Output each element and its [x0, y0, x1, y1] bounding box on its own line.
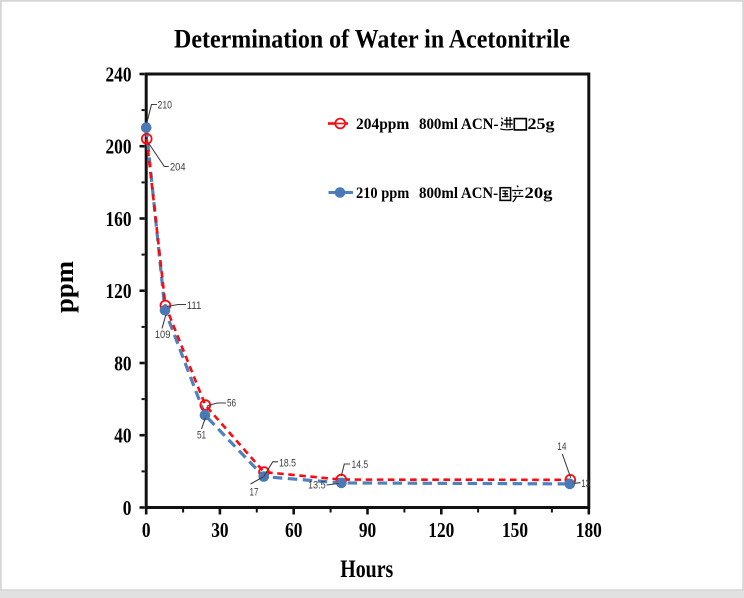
svg-text:240: 240	[106, 62, 132, 86]
svg-text:210 ppm: 210 ppm	[356, 185, 410, 202]
svg-text:13: 13	[581, 478, 590, 490]
svg-text:800ml: 800ml	[419, 116, 459, 133]
svg-text:111: 111	[187, 300, 202, 312]
svg-text:18.5: 18.5	[279, 458, 296, 470]
svg-text:51: 51	[197, 430, 206, 442]
svg-text:25g: 25g	[528, 116, 555, 133]
svg-text:60: 60	[285, 518, 302, 542]
svg-text:20g: 20g	[525, 185, 553, 202]
svg-text:0: 0	[123, 496, 132, 520]
svg-text:0: 0	[142, 518, 151, 542]
svg-text:210: 210	[158, 100, 173, 112]
svg-text:150: 150	[502, 518, 528, 542]
svg-text:180: 180	[576, 518, 602, 542]
svg-text:204: 204	[170, 162, 186, 174]
svg-text:56: 56	[227, 398, 236, 410]
svg-text:120: 120	[106, 279, 132, 303]
svg-text:14.5: 14.5	[352, 459, 369, 471]
svg-text:ACN-: ACN-	[461, 116, 499, 133]
svg-text:90: 90	[359, 518, 376, 542]
svg-text:120: 120	[428, 518, 454, 542]
svg-text:Hours: Hours	[340, 556, 393, 583]
svg-text:13.5: 13.5	[308, 479, 326, 491]
svg-text:109: 109	[155, 329, 171, 341]
svg-text:ppm: ppm	[50, 261, 79, 313]
svg-text:14: 14	[557, 441, 566, 453]
svg-text:17: 17	[250, 486, 259, 498]
svg-text:80: 80	[114, 351, 131, 375]
svg-text:ACN-: ACN-	[461, 185, 498, 202]
svg-text:40: 40	[114, 424, 131, 448]
svg-text:30: 30	[211, 518, 228, 542]
svg-text:200: 200	[106, 135, 132, 159]
svg-text:160: 160	[106, 207, 132, 231]
svg-text:Determination of Water in Acet: Determination of Water in Acetonitrile	[174, 23, 570, 53]
svg-text:204ppm: 204ppm	[356, 116, 410, 133]
svg-text:800ml: 800ml	[419, 185, 459, 202]
